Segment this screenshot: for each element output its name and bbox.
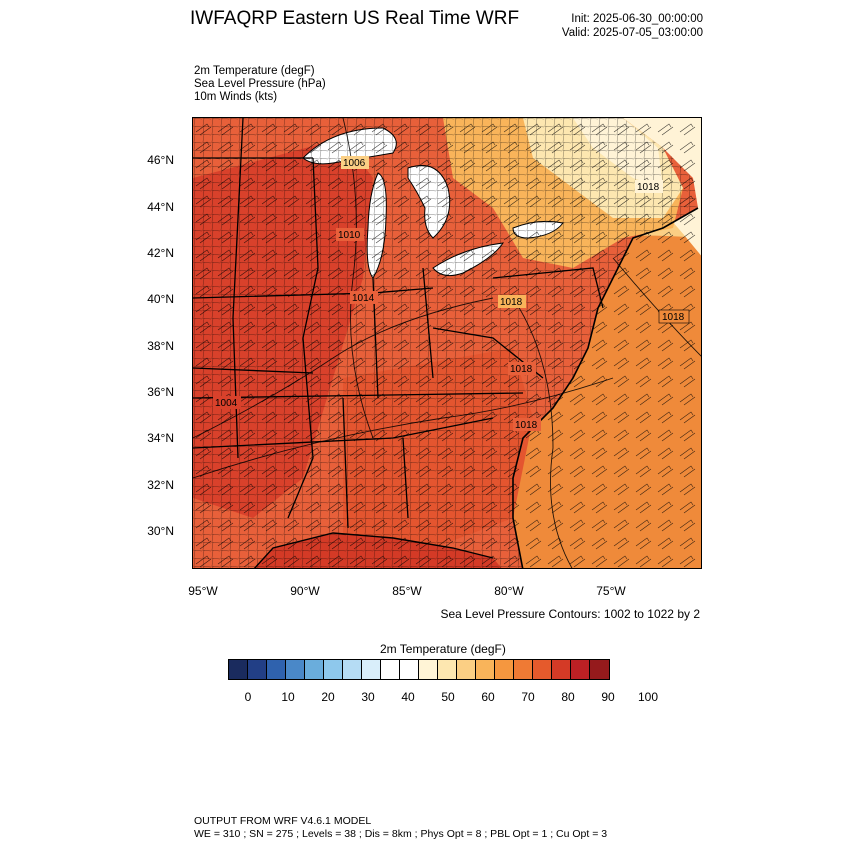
colorbar-swatch [400,660,419,679]
colorbar-tick-label: 80 [561,690,575,704]
lon-label: 95°W [188,584,218,598]
colorbar-swatch [362,660,381,679]
colorbar-swatch [305,660,324,679]
weather-map: 1006 1010 1014 1018 1018 1018 1018 1018 … [192,117,702,569]
pressure-contours [193,118,701,568]
colorbar-tick-label: 50 [441,690,455,704]
lat-label: 46°N [147,153,174,167]
lon-label: 90°W [290,584,320,598]
map-canvas: 1006 1010 1014 1018 1018 1018 1018 1018 … [193,118,701,568]
pressure-label: 1018 [500,297,523,308]
variable-label-winds: 10m Winds (kts) [194,91,278,103]
pressure-label: 1018 [662,312,685,323]
colorbar-tick-label: 10 [281,690,295,704]
colorbar-tick-label: 20 [321,690,335,704]
colorbar-swatch [514,660,533,679]
plot-title: IWFAQRP Eastern US Real Time WRF [190,8,520,29]
colorbar-swatch [419,660,438,679]
colorbar-swatch [552,660,571,679]
init-time: Init: 2025-06-30_00:00:00 [571,13,703,25]
model-info: OUTPUT FROM WRF V4.6.1 MODEL [194,815,372,827]
colorbar-title: 2m Temperature (degF) [380,642,506,656]
colorbar-swatch [457,660,476,679]
pressure-label: 1010 [338,230,361,241]
colorbar-swatch [476,660,495,679]
pressure-label: 1018 [637,182,660,193]
colorbar-swatch [229,660,248,679]
pressure-label: 1006 [343,158,366,169]
colorbar-swatch [248,660,267,679]
colorbar-tick-label: 60 [481,690,495,704]
colorbar [228,659,610,680]
colorbar-tick-label: 70 [521,690,535,704]
lon-label: 75°W [596,584,626,598]
colorbar-swatch [267,660,286,679]
colorbar-swatch [438,660,457,679]
pressure-label: 1014 [352,293,375,304]
valid-time: Valid: 2025-07-05_03:00:00 [561,27,703,39]
lat-label: 42°N [147,246,174,260]
lat-label: 30°N [147,524,174,538]
lat-label: 44°N [147,200,174,214]
pressure-label: 1018 [510,364,533,375]
model-config: WE = 310 ; SN = 275 ; Levels = 38 ; Dis … [194,828,608,840]
colorbar-swatch [495,660,514,679]
wind-barbs [193,118,701,568]
colorbar-swatch [533,660,552,679]
lat-label: 36°N [147,385,174,399]
pressure-label: 1004 [215,398,238,409]
colorbar-tick-label: 30 [361,690,375,704]
lat-label: 38°N [147,339,174,353]
colorbar-swatch [381,660,400,679]
colorbar-swatch [324,660,343,679]
colorbar-tick-label: 90 [601,690,615,704]
lat-label: 34°N [147,431,174,445]
colorbar-tick-label: 0 [244,690,252,704]
colorbar-tick-label: 100 [637,690,659,704]
contour-note: Sea Level Pressure Contours: 1002 to 102… [440,607,701,621]
colorbar-tick-label: 40 [401,690,415,704]
variable-label-temperature: 2m Temperature (degF) [194,65,315,77]
colorbar-swatch [343,660,362,679]
variable-label-pressure: Sea Level Pressure (hPa) [194,78,326,90]
lat-label: 32°N [147,478,174,492]
colorbar-swatch [286,660,305,679]
lat-label: 40°N [147,292,174,306]
lon-label: 80°W [494,584,524,598]
pressure-label: 1018 [515,420,538,431]
colorbar-swatch [590,660,609,679]
lon-label: 85°W [392,584,422,598]
colorbar-swatch [571,660,590,679]
